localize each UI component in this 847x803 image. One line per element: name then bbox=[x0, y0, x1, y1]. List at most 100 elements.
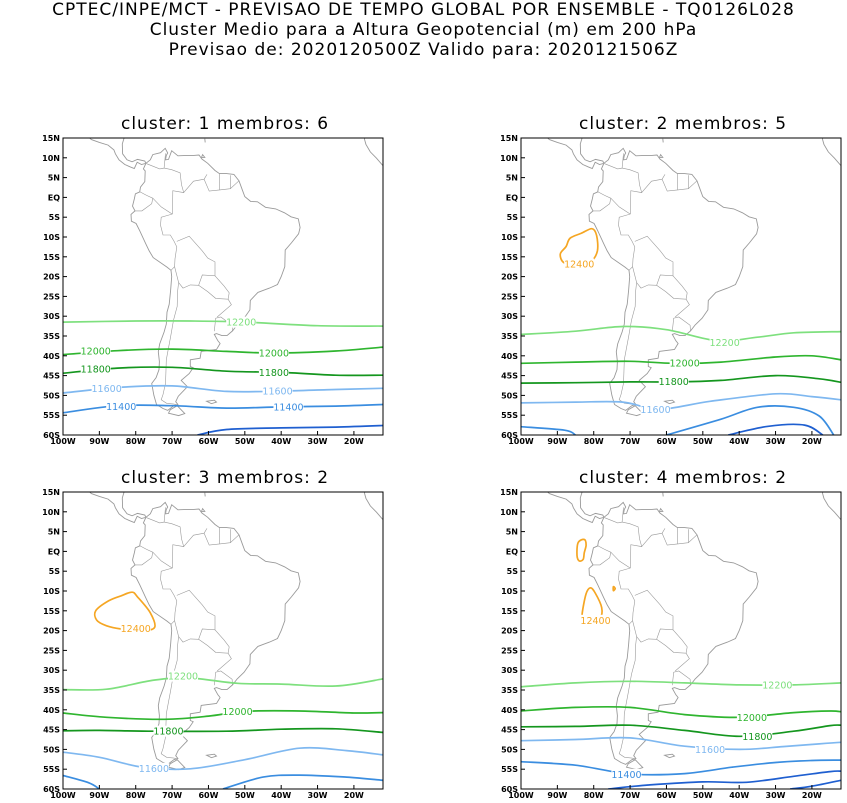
lon-tick-label: 90W bbox=[89, 437, 109, 446]
country-border bbox=[203, 533, 240, 546]
country-border bbox=[656, 275, 688, 300]
island bbox=[663, 399, 676, 405]
lat-tick-label: EQ bbox=[506, 193, 518, 202]
island bbox=[200, 153, 206, 158]
lat-tick-label: 45S bbox=[501, 726, 518, 735]
country-border bbox=[604, 507, 624, 524]
lat-tick-label: 60S bbox=[43, 431, 60, 440]
lat-tick-label: 10N bbox=[42, 508, 60, 517]
contour-12200 bbox=[63, 320, 383, 327]
lat-tick-label: 60S bbox=[43, 785, 60, 794]
contour-11400 bbox=[666, 405, 835, 435]
contour-11400 bbox=[222, 774, 383, 789]
lat-tick-label: 15N bbox=[42, 489, 60, 497]
contour-label-bg bbox=[640, 404, 671, 416]
lat-tick-label: 35S bbox=[501, 332, 518, 341]
map-panel-3: 12400 12200 12000 11800 11600 15N 10N 5N EQ 5S 10S… bbox=[42, 489, 384, 800]
panel-3-title: cluster: 3 membros: 2 bbox=[120, 468, 330, 488]
country-border bbox=[618, 636, 637, 760]
lat-tick-label: 5S bbox=[507, 213, 519, 222]
country-border bbox=[675, 299, 690, 318]
lat-tick-label: EQ bbox=[48, 193, 60, 202]
lat-tick-label: 5N bbox=[48, 174, 60, 183]
contour-label: 12400 bbox=[121, 624, 151, 635]
lat-tick-label: EQ bbox=[506, 547, 518, 556]
contour-12200 bbox=[63, 677, 383, 691]
contour-12200 bbox=[521, 325, 841, 342]
lon-tick-label: 40W bbox=[729, 791, 749, 800]
contour-label-bg bbox=[222, 705, 253, 717]
lon-tick-label: 100W bbox=[508, 437, 534, 446]
lon-tick-label: 100W bbox=[50, 791, 76, 800]
contour-12000 bbox=[63, 346, 383, 356]
contour-label: 11800 bbox=[659, 377, 689, 388]
country-border bbox=[618, 213, 674, 289]
island bbox=[205, 753, 218, 759]
contour-label-bg bbox=[153, 725, 184, 737]
contour-label-bg bbox=[138, 762, 169, 774]
contour-label: 12000 bbox=[737, 713, 767, 724]
contour-label-bg bbox=[669, 357, 700, 369]
lon-tick-label: 60W bbox=[656, 791, 676, 800]
country-border bbox=[146, 153, 166, 170]
lon-tick-label: 100W bbox=[50, 437, 76, 446]
map-layer: 12400 12200 12000 11800 11600 11400 bbox=[521, 492, 841, 789]
lon-tick-label: 30W bbox=[766, 791, 786, 800]
map-frame bbox=[520, 137, 842, 436]
lat-tick-label: 5N bbox=[506, 174, 518, 183]
coastline-south-america bbox=[588, 147, 759, 411]
lon-tick-label: 70W bbox=[620, 791, 640, 800]
lat-tick-label: 55S bbox=[501, 765, 518, 774]
lat-tick-label: 10N bbox=[500, 154, 518, 163]
coastline-africa bbox=[822, 138, 841, 166]
contour-label: 12200 bbox=[168, 672, 198, 683]
country-border bbox=[198, 275, 230, 300]
contour-11200 bbox=[197, 424, 383, 435]
country-border bbox=[593, 545, 612, 566]
lat-tick-label: 30S bbox=[501, 312, 518, 321]
country-border bbox=[152, 197, 173, 215]
contour-label-bg bbox=[709, 336, 740, 348]
island bbox=[658, 153, 664, 158]
lat-tick-label: 35S bbox=[501, 686, 518, 695]
contour-label: 11800 bbox=[742, 732, 772, 743]
country-border bbox=[661, 533, 698, 546]
contour-label: 12400 bbox=[564, 259, 594, 270]
country-border bbox=[622, 167, 643, 215]
lon-tick-label: 60W bbox=[198, 437, 218, 446]
island bbox=[663, 753, 676, 759]
header-line-2: Cluster Medio para a Altura Geopotencial… bbox=[149, 20, 698, 40]
contour-label: 11400 bbox=[273, 402, 303, 413]
lat-tick-label: 15S bbox=[501, 607, 518, 616]
contour-label: 11600 bbox=[695, 745, 725, 756]
contour-label-bg bbox=[258, 347, 289, 359]
lat-tick-label: 55S bbox=[501, 411, 518, 420]
lat-tick-label: 40S bbox=[43, 352, 60, 361]
contour-label-bg bbox=[226, 316, 257, 328]
coastline-south-america bbox=[130, 501, 301, 765]
contour-label: 12000 bbox=[81, 347, 111, 358]
country-border bbox=[604, 153, 624, 170]
lon-tick-label: 30W bbox=[308, 437, 328, 446]
lat-tick-label: 5S bbox=[507, 567, 519, 576]
contour-label: 11400 bbox=[611, 770, 641, 781]
coastline-africa bbox=[822, 492, 841, 520]
contour-label: 11800 bbox=[81, 364, 111, 375]
contour-label: 12400 bbox=[580, 616, 610, 627]
contour-label: 11800 bbox=[153, 727, 183, 738]
island bbox=[200, 507, 206, 512]
lat-tick-label: 10S bbox=[43, 233, 60, 242]
lat-tick-label: 40S bbox=[43, 706, 60, 715]
country-border bbox=[672, 316, 691, 332]
panel-1-title: cluster: 1 membros: 6 bbox=[120, 114, 330, 134]
country-border bbox=[675, 653, 690, 672]
lat-tick-label: 40S bbox=[501, 352, 518, 361]
contour-label-bg bbox=[580, 614, 611, 626]
contour-label: 11600 bbox=[262, 387, 292, 398]
contour-label-bg bbox=[742, 730, 773, 742]
country-border bbox=[135, 191, 154, 212]
coastline-tierra-del-fuego bbox=[167, 405, 186, 417]
lon-tick-label: 100W bbox=[508, 791, 534, 800]
header-line-1: CPTEC/INPE/MCT - PREVISAO DE TEMPO GLOBA… bbox=[52, 0, 795, 20]
lat-tick-label: 15N bbox=[500, 489, 518, 497]
